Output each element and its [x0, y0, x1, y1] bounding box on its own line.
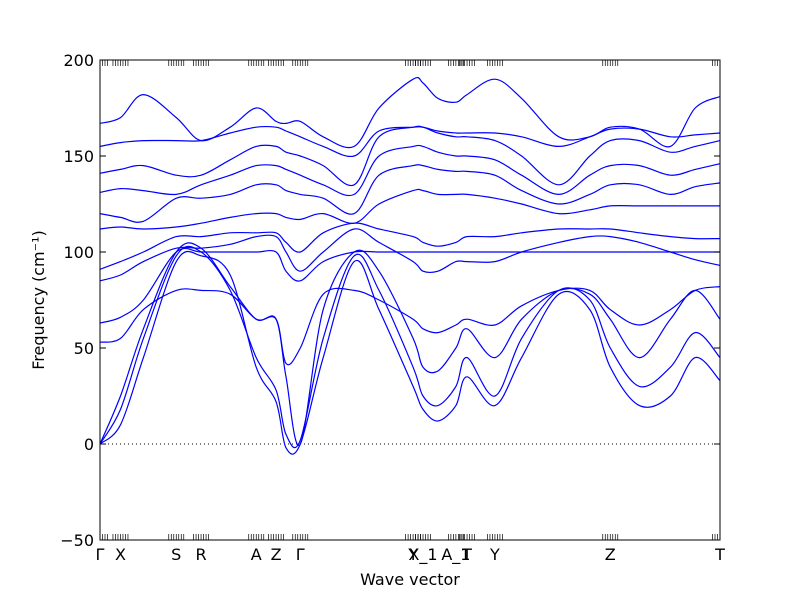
y-tick-label: 100 [63, 243, 94, 262]
y-tick-label: 200 [63, 51, 94, 70]
x-tick-label: Y [489, 545, 500, 564]
x-tick-label: Y [407, 545, 418, 564]
x-tick-label: Γ [296, 545, 305, 564]
band-line-2 [99, 245, 721, 449]
x-tick-label: A [251, 545, 262, 564]
band-line-1 [99, 250, 721, 455]
y-tick-label: 150 [63, 147, 94, 166]
axes-frame [99, 59, 721, 541]
x-axis-label: Wave vector [360, 570, 460, 589]
x-tick-label: S [171, 545, 181, 564]
band-line-13 [99, 76, 721, 149]
band-line-8 [99, 188, 720, 230]
band-line-4 [99, 286, 721, 366]
y-axis-ticks: −50 0 50 100 150 200 [60, 51, 720, 550]
x-tick-label: X_1 [408, 545, 437, 565]
y-tick-label: −50 [60, 531, 94, 550]
y-tick-label: 0 [84, 435, 94, 454]
y-tick-label: 50 [74, 339, 94, 358]
x-tick-label: X [115, 545, 126, 564]
band-line-10 [99, 144, 721, 197]
band-line-6 [99, 228, 721, 282]
x-tick-label: Γ [96, 545, 105, 564]
band-series-group [99, 76, 721, 455]
x-tick-label: Z [271, 545, 282, 564]
x-tick-label: R [195, 545, 206, 564]
band-line-9 [99, 164, 721, 223]
x-tick-label: T [461, 545, 472, 564]
band-line-5 [99, 247, 720, 324]
band-line-7 [99, 222, 721, 270]
x-tick-label: A_1 [441, 545, 470, 565]
x-axis-ticks: Γ X S R A Z Γ YX_1 A_1T Y Z T [96, 60, 725, 565]
x-tick-label: T [714, 545, 725, 564]
y-axis-label: Frequency (cm⁻¹) [29, 230, 48, 369]
x-tick-label: Z [605, 545, 616, 564]
